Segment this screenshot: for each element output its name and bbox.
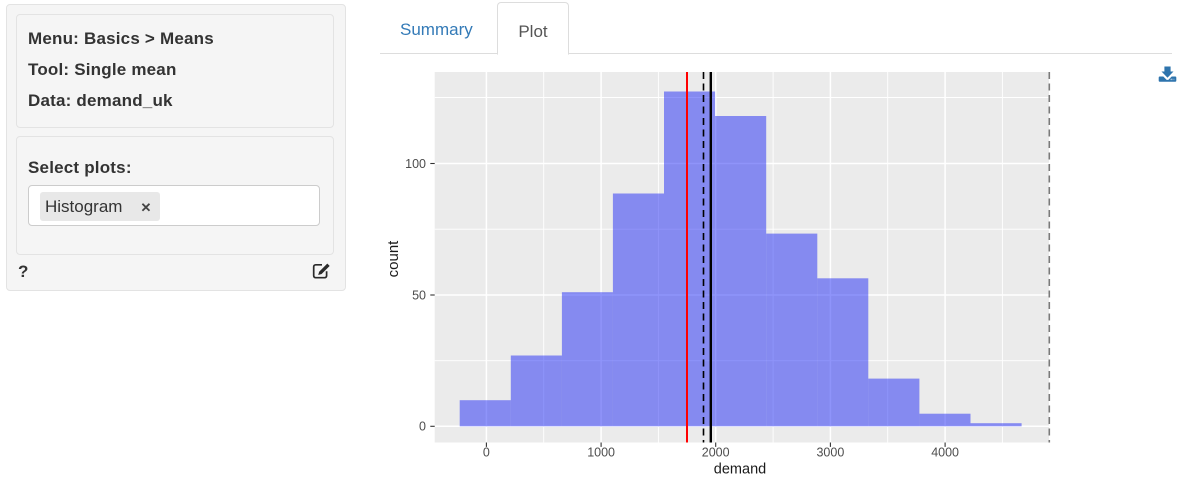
svg-text:count: count — [385, 240, 402, 278]
svg-text:0: 0 — [419, 420, 426, 434]
svg-text:4000: 4000 — [931, 446, 959, 460]
svg-text:2000: 2000 — [702, 446, 730, 460]
svg-text:demand: demand — [714, 462, 766, 478]
svg-text:100: 100 — [405, 157, 426, 171]
svg-text:1000: 1000 — [587, 446, 615, 460]
svg-text:3000: 3000 — [816, 446, 844, 460]
svg-text:50: 50 — [412, 288, 426, 302]
svg-text:0: 0 — [483, 446, 490, 460]
